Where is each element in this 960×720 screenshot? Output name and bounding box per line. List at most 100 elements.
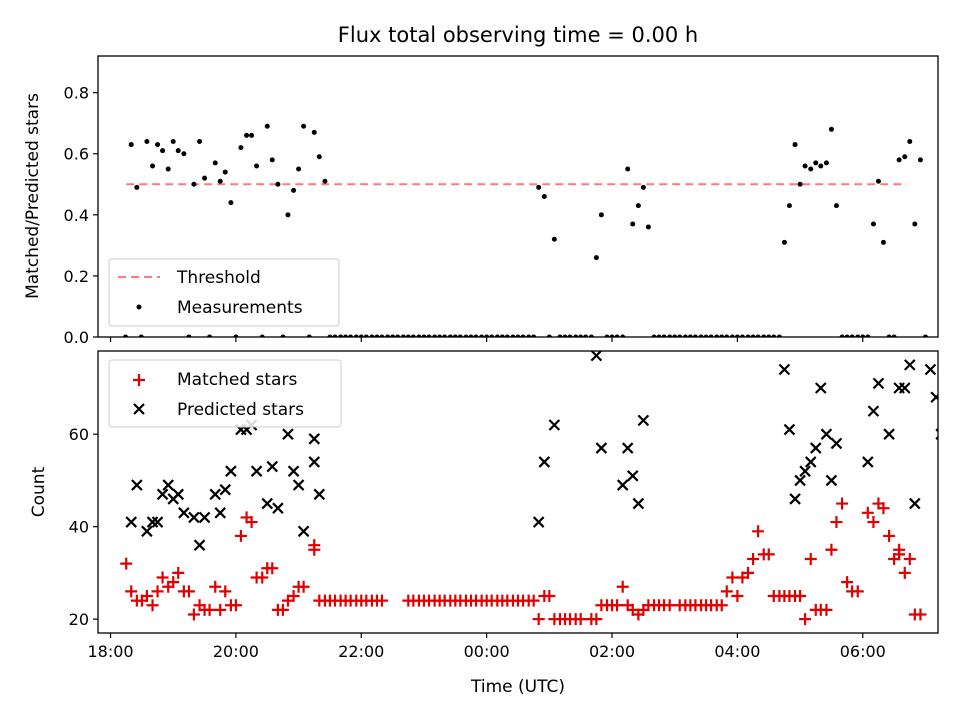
predicted-stars-point: [188, 511, 200, 524]
matched-stars-point: [893, 548, 906, 561]
bottom-panel: 20 40 60 18:00 20:00 22:00 00:00 02:00 04:00 06:…: [29, 350, 939, 697]
matched-stars-point: [276, 603, 289, 616]
matched-stars-point: [172, 566, 185, 579]
matched-stars-point: [663, 599, 676, 612]
matched-stars-point: [287, 590, 300, 603]
measurements-point: [808, 166, 814, 172]
predicted-stars-point: [250, 465, 263, 477]
measurements-point: [150, 163, 156, 169]
top-panel: 0.00.20.40.60.8 Matched/Predicted stars …: [23, 55, 939, 347]
top-y-axis-label: Matched/Predicted stars: [23, 93, 43, 299]
predicted-stars-point: [621, 442, 634, 454]
measurements-point: [202, 175, 208, 181]
legend-matched-label: Matched stars: [177, 370, 297, 390]
measurements-point: [902, 154, 908, 160]
predicted-stars-point: [783, 423, 796, 436]
measurements-point: [155, 142, 161, 148]
predicted-stars-point: [125, 516, 138, 528]
predicted-stars-series: [125, 351, 938, 551]
matched-stars-point: [209, 580, 222, 593]
bottom-y-axis-label: Count: [29, 466, 49, 517]
predicted-stars-point: [590, 351, 603, 362]
measurements-point: [264, 123, 270, 129]
predicted-stars-point: [595, 442, 608, 454]
measurements-point: [249, 132, 255, 138]
matched-stars-point: [140, 590, 153, 603]
predicted-stars-point: [532, 516, 545, 528]
matched-stars-point: [726, 571, 739, 584]
matched-stars-point: [574, 613, 587, 626]
predicted-stars-point: [287, 465, 300, 477]
predicted-stars-point: [209, 488, 222, 501]
predicted-stars-point: [538, 456, 551, 468]
predicted-stars-point: [924, 363, 937, 376]
bottom-plot-area: [120, 351, 938, 626]
measurements-point: [181, 151, 187, 157]
measurements-point: [197, 139, 203, 145]
predicted-stars-point: [825, 474, 838, 487]
top-legend-box: [108, 258, 340, 327]
matched-stars-point: [532, 613, 545, 626]
matched-stars-point: [151, 585, 164, 598]
measurements-point: [238, 145, 244, 151]
measurements-point: [160, 148, 166, 154]
matched-stars-point: [830, 516, 843, 529]
predicted-stars-point: [930, 391, 938, 404]
measurements-point: [322, 178, 328, 184]
predicted-stars-point: [172, 488, 185, 501]
measurements-point: [316, 154, 322, 160]
matched-stars-point: [182, 585, 195, 598]
measurements-point: [635, 203, 641, 209]
legend-threshold-label: Threshold: [176, 268, 261, 288]
predicted-stars-point: [794, 474, 806, 487]
matched-stars-point: [883, 529, 896, 542]
predicted-stars-point: [282, 428, 294, 440]
measurements-point: [134, 184, 140, 190]
matched-stars-series: [120, 497, 927, 626]
predicted-stars-point: [867, 405, 880, 417]
measurements-point: [536, 184, 542, 190]
measurements-point: [875, 178, 881, 184]
bottom-y-axis: 20 40 60: [69, 425, 98, 629]
measurements-point: [625, 166, 631, 172]
measurements-point: [244, 132, 250, 138]
matched-stars-point: [742, 566, 755, 579]
predicted-stars-point: [872, 377, 885, 390]
matched-stars-point: [720, 585, 733, 598]
bottom-y-tick-label: 40: [69, 518, 89, 537]
predicted-stars-point: [862, 456, 874, 468]
measurements-point: [291, 187, 297, 193]
bottom-legend-box: [108, 359, 342, 428]
measurements-point: [217, 178, 223, 184]
measurements-point: [630, 221, 636, 227]
matched-stars-point: [590, 613, 603, 626]
top-y-tick-label: 0.6: [64, 145, 89, 164]
measurements-point: [275, 181, 281, 187]
matched-stars-point: [266, 562, 279, 575]
matched-stars-point: [762, 548, 775, 561]
matched-stars-point: [245, 516, 258, 529]
matched-legend-marker: [133, 374, 145, 386]
predicted-stars-point: [219, 483, 232, 496]
measurements-point: [917, 157, 923, 163]
measurements-point: [640, 184, 646, 190]
matched-stars-point: [898, 566, 911, 579]
matched-stars-point: [234, 529, 247, 542]
predicted-stars-point: [904, 359, 916, 371]
measurements-point: [222, 169, 228, 175]
bottom-y-tick-label: 20: [69, 610, 89, 629]
matched-stars-point: [256, 571, 269, 584]
bottom-x-axis: 18:00 20:00 22:00 00:00 02:00 04:00 06:00: [87, 633, 886, 661]
predicted-stars-point: [632, 497, 645, 510]
predicted-stars-point: [261, 497, 274, 510]
predicted-stars-point: [548, 419, 561, 431]
measurements-point: [880, 239, 886, 245]
predicted-stars-point: [292, 479, 305, 491]
predicted-stars-point: [146, 516, 159, 528]
top-axes-frame: [97, 55, 939, 338]
legend-measurements-label: Measurements: [177, 298, 303, 318]
legend-predicted-label: Predicted stars: [177, 400, 304, 420]
predicted-stars-point: [883, 428, 895, 440]
measurements-point: [813, 160, 819, 166]
matched-stars-point: [297, 580, 310, 593]
